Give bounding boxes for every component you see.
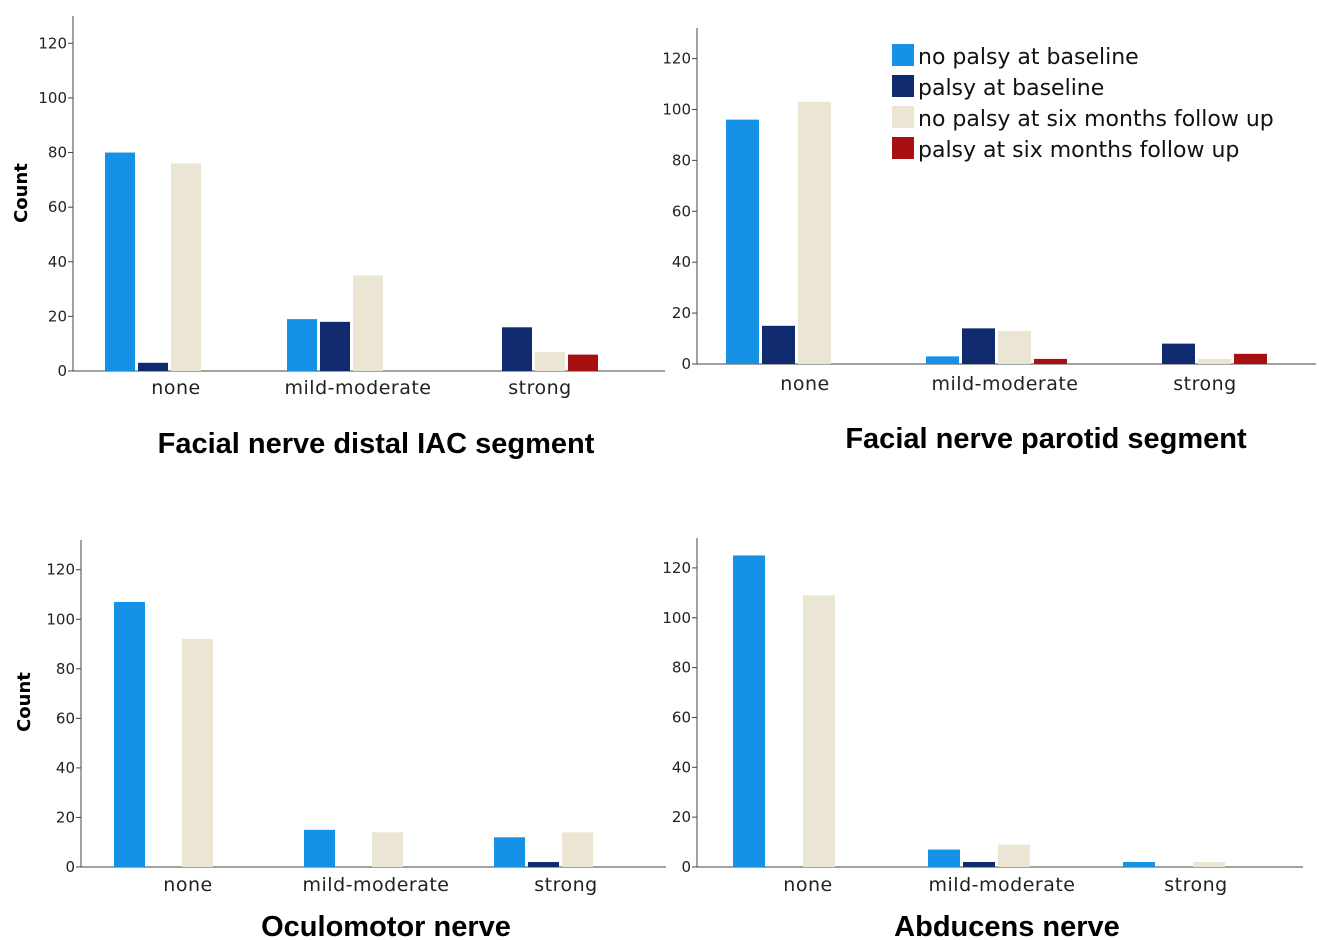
bar-strong-series-1 (1123, 862, 1155, 867)
bar-strong-series-2 (528, 862, 559, 867)
x-category-label: mild-moderate (303, 874, 450, 896)
bar-none-series-1 (114, 601, 145, 867)
bar-strong-series-2 (1162, 343, 1195, 364)
y-tick-label: 80 (672, 151, 691, 169)
bar-strong-series-3 (535, 351, 565, 371)
chart-panel-3: 0 20 40 60 80 100 120 none mild-moderate strong Co… (14, 540, 666, 940)
chart-panel-4: 0 20 40 60 80 100 120 none mild-moderate strong Ab… (662, 538, 1303, 940)
bar-mild-moderate-series-1 (926, 356, 959, 364)
legend-swatch (892, 106, 914, 128)
bar-strong-series-4 (568, 354, 598, 371)
chart-title: Oculomotor nerve (261, 911, 511, 940)
y-tick-label: 60 (56, 709, 75, 727)
legend-label: palsy at six months follow up (918, 138, 1239, 163)
legend-label: no palsy at baseline (918, 45, 1139, 70)
chart-title: Abducens nerve (894, 911, 1120, 940)
bar-mild-moderate-series-1 (287, 319, 317, 371)
bar-mild-moderate-series-1 (928, 849, 960, 867)
x-category-label: none (783, 874, 832, 896)
y-tick-label: 100 (662, 100, 691, 118)
x-category-label: mild-moderate (929, 874, 1076, 896)
y-tick-label: 0 (681, 858, 691, 876)
y-tick-label: 40 (48, 253, 67, 271)
legend-swatch (892, 137, 914, 159)
x-category-label: none (780, 373, 829, 395)
y-axis-label: Count (14, 672, 35, 732)
bar-none-series-2 (762, 325, 795, 364)
chart-title: Facial nerve distal IAC segment (158, 428, 595, 460)
y-tick-label: 120 (662, 559, 691, 577)
bar-mild-moderate-series-2 (963, 862, 995, 867)
x-category-label: strong (1173, 373, 1236, 395)
y-axis-label: Count (11, 163, 32, 223)
y-tick-label: 100 (46, 610, 75, 628)
x-category-label: strong (1164, 874, 1227, 896)
bar-mild-moderate-series-1 (304, 829, 335, 867)
y-tick-label: 100 (662, 609, 691, 627)
chart-title: Facial nerve parotid segment (845, 423, 1247, 455)
y-tick-label: 80 (672, 659, 691, 677)
bar-mild-moderate-series-3 (353, 275, 383, 371)
bar-mild-moderate-series-3 (372, 832, 403, 867)
y-tick-label: 20 (48, 307, 67, 325)
y-tick-label: 60 (672, 708, 691, 726)
bar-strong-series-4 (1234, 353, 1267, 364)
bar-none-series-1 (726, 119, 759, 365)
y-tick-label: 120 (38, 34, 67, 52)
y-tick-label: 40 (56, 759, 75, 777)
bar-mild-moderate-series-2 (962, 328, 995, 364)
x-category-label: strong (534, 874, 597, 896)
bar-none-series-2 (138, 362, 168, 371)
y-tick-label: 0 (65, 858, 75, 876)
bar-strong-series-3 (562, 832, 593, 867)
legend-label: palsy at baseline (918, 76, 1104, 101)
bar-strong-series-3 (1193, 862, 1225, 867)
y-tick-label: 100 (38, 89, 67, 107)
x-category-label: mild-moderate (932, 373, 1079, 395)
legend: no palsy at baseline palsy at baseline no … (892, 44, 1274, 163)
x-category-label: mild-moderate (285, 377, 432, 399)
legend-swatch (892, 75, 914, 97)
bar-mild-moderate-series-2 (320, 321, 350, 371)
chart-panel-2: 0 20 40 60 80 100 120 none mild-moderate strong Fa… (662, 28, 1316, 455)
bar-mild-moderate-series-3 (998, 330, 1031, 364)
y-tick-label: 80 (56, 660, 75, 678)
bar-strong-series-1 (494, 837, 525, 867)
y-tick-label: 0 (681, 355, 691, 373)
y-tick-label: 0 (57, 362, 67, 380)
y-tick-label: 60 (672, 202, 691, 220)
x-category-label: strong (508, 377, 571, 399)
bar-mild-moderate-series-4 (1034, 358, 1067, 364)
bar-none-series-1 (733, 555, 765, 867)
bar-strong-series-2 (502, 327, 532, 371)
y-tick-label: 20 (56, 808, 75, 826)
chart-panel-1: 0 20 40 60 80 100 120 none mild-moderate strong Co… (11, 16, 665, 460)
y-tick-label: 120 (662, 50, 691, 68)
y-tick-label: 40 (672, 253, 691, 271)
y-tick-label: 120 (46, 561, 75, 579)
x-category-label: none (151, 377, 200, 399)
y-tick-label: 80 (48, 144, 67, 162)
bar-strong-series-3 (1198, 358, 1231, 364)
bar-mild-moderate-series-3 (998, 844, 1030, 867)
bar-none-series-3 (803, 595, 835, 867)
legend-label: no palsy at six months follow up (918, 107, 1274, 132)
x-category-label: none (163, 874, 212, 896)
y-tick-label: 40 (672, 758, 691, 776)
y-tick-label: 20 (672, 808, 691, 826)
bar-none-series-3 (182, 639, 213, 867)
bar-none-series-1 (105, 152, 135, 371)
bar-none-series-3 (798, 101, 831, 365)
bar-none-series-3 (171, 163, 201, 371)
legend-swatch (892, 44, 914, 66)
y-tick-label: 60 (48, 198, 67, 216)
y-tick-label: 20 (672, 304, 691, 322)
